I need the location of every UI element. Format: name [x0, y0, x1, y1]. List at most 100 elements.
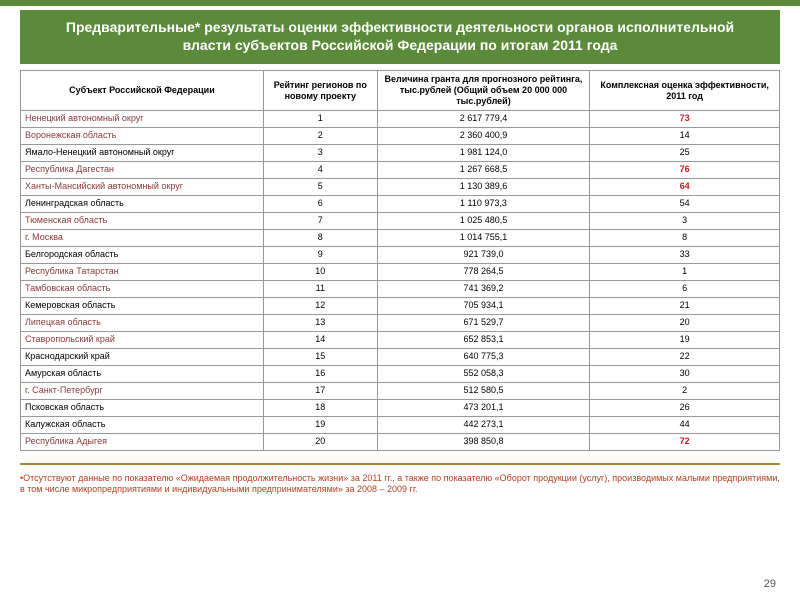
cell-rating: 4	[263, 161, 377, 178]
table-header-row: Субъект Российской Федерации Рейтинг рег…	[21, 71, 780, 110]
table-row: Кемеровская область12705 934,121	[21, 297, 780, 314]
cell-grant: 398 850,8	[377, 433, 590, 450]
cell-subject: Ямало-Ненецкий автономный округ	[21, 144, 264, 161]
cell-subject: Воронежская область	[21, 127, 264, 144]
cell-score: 19	[590, 331, 780, 348]
cell-rating: 19	[263, 416, 377, 433]
table-row: Республика Адыгея20398 850,872	[21, 433, 780, 450]
table-row: Амурская область16552 058,330	[21, 365, 780, 382]
cell-score: 22	[590, 348, 780, 365]
page-number: 29	[764, 578, 776, 590]
cell-subject: Ханты-Мансийский автономный округ	[21, 178, 264, 195]
cell-rating: 2	[263, 127, 377, 144]
table-row: Краснодарский край15640 775,322	[21, 348, 780, 365]
cell-score: 14	[590, 127, 780, 144]
cell-score: 26	[590, 399, 780, 416]
cell-grant: 1 025 480,5	[377, 212, 590, 229]
table-row: Ненецкий автономный округ12 617 779,473	[21, 110, 780, 127]
cell-grant: 442 273,1	[377, 416, 590, 433]
cell-subject: Тюменская область	[21, 212, 264, 229]
cell-rating: 9	[263, 246, 377, 263]
table-row: Тюменская область71 025 480,53	[21, 212, 780, 229]
cell-score: 76	[590, 161, 780, 178]
cell-grant: 2 617 779,4	[377, 110, 590, 127]
cell-score: 64	[590, 178, 780, 195]
table-row: Ставропольский край14652 853,119	[21, 331, 780, 348]
cell-score: 20	[590, 314, 780, 331]
cell-grant: 1 981 124,0	[377, 144, 590, 161]
cell-subject: Липецкая область	[21, 314, 264, 331]
cell-subject: Псковская область	[21, 399, 264, 416]
cell-score: 2	[590, 382, 780, 399]
cell-grant: 1 014 755,1	[377, 229, 590, 246]
cell-rating: 20	[263, 433, 377, 450]
cell-rating: 13	[263, 314, 377, 331]
cell-score: 3	[590, 212, 780, 229]
cell-grant: 778 264,5	[377, 263, 590, 280]
header-accent	[0, 0, 800, 6]
cell-subject: Белгородская область	[21, 246, 264, 263]
cell-score: 72	[590, 433, 780, 450]
col-rating: Рейтинг регионов по новому проекту	[263, 71, 377, 110]
cell-grant: 741 369,2	[377, 280, 590, 297]
cell-subject: г. Москва	[21, 229, 264, 246]
cell-subject: Краснодарский край	[21, 348, 264, 365]
col-score: Комплексная оценка эффективности, 2011 г…	[590, 71, 780, 110]
cell-score: 30	[590, 365, 780, 382]
table-row: Республика Татарстан10778 264,51	[21, 263, 780, 280]
table-row: Ханты-Мансийский автономный округ51 130 …	[21, 178, 780, 195]
cell-rating: 12	[263, 297, 377, 314]
cell-subject: Калужская область	[21, 416, 264, 433]
table-row: Белгородская область9921 739,033	[21, 246, 780, 263]
table-row: г. Санкт-Петербург17512 580,52	[21, 382, 780, 399]
table-row: Калужская область19442 273,144	[21, 416, 780, 433]
cell-rating: 5	[263, 178, 377, 195]
cell-rating: 8	[263, 229, 377, 246]
cell-rating: 15	[263, 348, 377, 365]
cell-rating: 11	[263, 280, 377, 297]
cell-grant: 671 529,7	[377, 314, 590, 331]
cell-grant: 652 853,1	[377, 331, 590, 348]
table-row: Тамбовская область11741 369,26	[21, 280, 780, 297]
cell-score: 54	[590, 195, 780, 212]
col-grant: Величина гранта для прогнозного рейтинга…	[377, 71, 590, 110]
cell-rating: 16	[263, 365, 377, 382]
table-row: Воронежская область22 360 400,914	[21, 127, 780, 144]
cell-score: 21	[590, 297, 780, 314]
cell-subject: г. Санкт-Петербург	[21, 382, 264, 399]
cell-score: 8	[590, 229, 780, 246]
col-subject: Субъект Российской Федерации	[21, 71, 264, 110]
cell-score: 33	[590, 246, 780, 263]
cell-grant: 921 739,0	[377, 246, 590, 263]
cell-rating: 3	[263, 144, 377, 161]
cell-score: 25	[590, 144, 780, 161]
cell-rating: 6	[263, 195, 377, 212]
table-row: Республика Дагестан41 267 668,576	[21, 161, 780, 178]
cell-subject: Амурская область	[21, 365, 264, 382]
table-row: Псковская область18473 201,126	[21, 399, 780, 416]
data-table: Субъект Российской Федерации Рейтинг рег…	[20, 70, 780, 450]
table-row: г. Москва81 014 755,18	[21, 229, 780, 246]
cell-grant: 512 580,5	[377, 382, 590, 399]
cell-score: 44	[590, 416, 780, 433]
cell-grant: 2 360 400,9	[377, 127, 590, 144]
cell-subject: Ненецкий автономный округ	[21, 110, 264, 127]
cell-subject: Республика Адыгея	[21, 433, 264, 450]
table-row: Ямало-Ненецкий автономный округ31 981 12…	[21, 144, 780, 161]
cell-rating: 14	[263, 331, 377, 348]
cell-grant: 1 130 389,6	[377, 178, 590, 195]
title-bar: Предварительные* результаты оценки эффек…	[20, 10, 780, 64]
cell-rating: 1	[263, 110, 377, 127]
footnote: •Отсутствуют данные по показателю «Ожида…	[20, 463, 780, 496]
cell-subject: Тамбовская область	[21, 280, 264, 297]
page-title: Предварительные* результаты оценки эффек…	[60, 18, 740, 54]
cell-rating: 18	[263, 399, 377, 416]
cell-rating: 7	[263, 212, 377, 229]
cell-score: 73	[590, 110, 780, 127]
table-row: Ленинградская область61 110 973,354	[21, 195, 780, 212]
cell-score: 1	[590, 263, 780, 280]
cell-grant: 1 110 973,3	[377, 195, 590, 212]
cell-subject: Кемеровская область	[21, 297, 264, 314]
cell-grant: 473 201,1	[377, 399, 590, 416]
cell-subject: Ленинградская область	[21, 195, 264, 212]
